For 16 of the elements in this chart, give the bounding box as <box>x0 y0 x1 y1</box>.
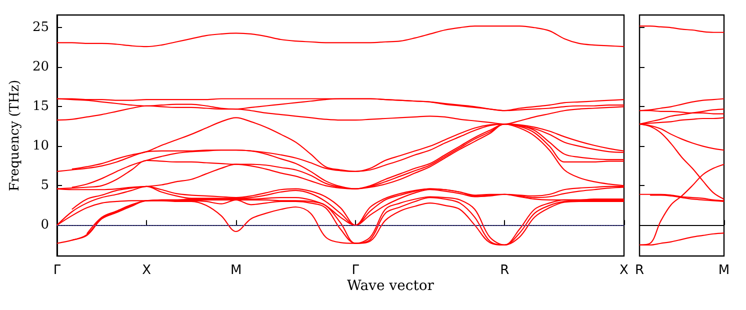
x-tick-label: X <box>620 263 629 278</box>
y-tick-label: 5 <box>40 178 49 194</box>
x-tick-label: Γ <box>53 263 62 278</box>
y-tick-label: 25 <box>32 20 49 36</box>
y-tick-label: 15 <box>32 99 49 114</box>
x-tick-label: M <box>230 263 242 278</box>
y-axis-title: Frequency (THz) <box>8 80 23 192</box>
y-tick-label: 20 <box>32 60 49 75</box>
y-tick-label: 0 <box>40 218 49 233</box>
x-tick-label: X <box>142 263 152 278</box>
y-tick-label: 10 <box>32 138 49 154</box>
x-tick-label: R <box>634 263 644 278</box>
x-axis-title: Wave vector <box>346 278 435 294</box>
x-tick-label: M <box>718 263 730 278</box>
x-tick-label: R <box>500 263 510 278</box>
x-tick-label: Γ <box>352 263 360 278</box>
